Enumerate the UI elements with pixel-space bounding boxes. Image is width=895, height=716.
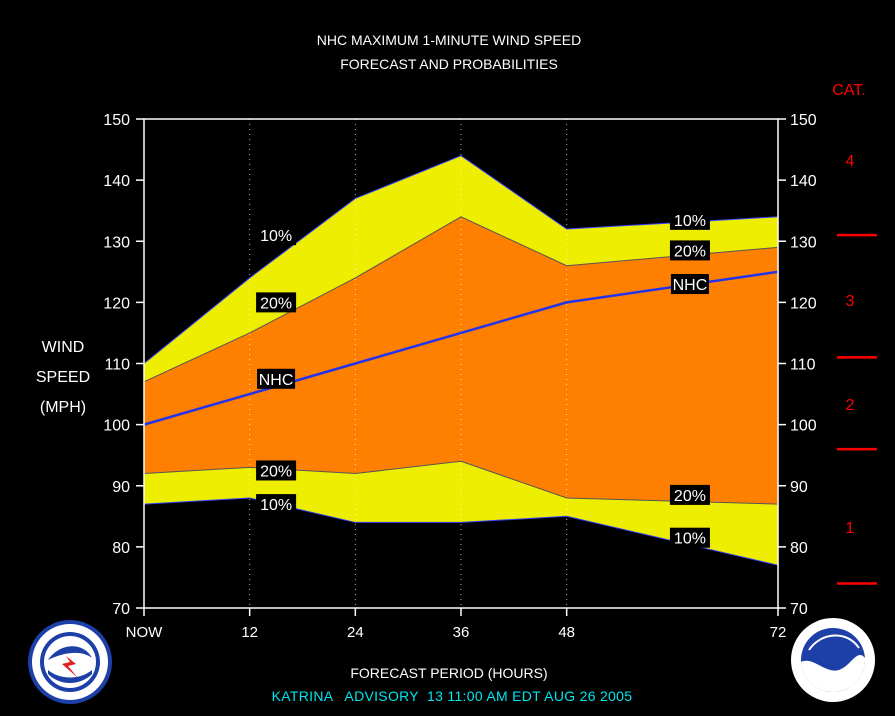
chart-title-line-2: FORECAST AND PROBABILITIES — [340, 56, 558, 72]
category-label-1: 1 — [846, 520, 855, 538]
series-label: 10% — [260, 228, 292, 245]
y-tick-label-right: 90 — [790, 479, 808, 496]
y-tick-label-right: 100 — [790, 418, 817, 435]
y-tick-label-left: 70 — [112, 601, 130, 618]
x-tick-label: 72 — [770, 624, 787, 641]
series-label: NHC — [673, 277, 708, 294]
y-tick-label-right: 130 — [790, 234, 817, 251]
y-tick-label-right: 150 — [790, 112, 817, 129]
y-tick-label-left: 110 — [104, 357, 130, 374]
noaa-logo — [791, 618, 875, 702]
y-tick-label-left: 100 — [103, 418, 130, 435]
wind-forecast-chart: 70 70 80 80 90 90 100 100 110 110 120 120 130 130 140 1… — [0, 0, 895, 716]
series-label: 20% — [260, 463, 292, 480]
y-tick-label-left: 140 — [103, 173, 130, 190]
y-tick-label-left: 150 — [103, 112, 130, 129]
y-tick-label-right: 110 — [790, 357, 816, 374]
series-label: 20% — [260, 295, 292, 312]
y-tick-label-left: 90 — [112, 479, 130, 496]
y-tick-label-left: 130 — [103, 234, 130, 251]
y-tick-label-right: 80 — [790, 540, 808, 557]
nws-logo — [28, 620, 112, 704]
y-tick-label-right: 120 — [790, 295, 817, 312]
category-label-3: 3 — [846, 293, 855, 311]
series-label: 10% — [674, 531, 706, 548]
y-axis-label-line-1: WIND — [42, 339, 85, 357]
series-label: NHC — [259, 372, 294, 389]
x-tick-label: 48 — [558, 624, 575, 641]
x-axis-label: FORECAST PERIOD (HOURS) — [350, 665, 547, 681]
y-tick-label-right: 140 — [790, 173, 817, 190]
category-label-2: 2 — [846, 397, 855, 415]
y-tick-label-right: 70 — [790, 601, 808, 618]
series-label: 10% — [674, 213, 706, 230]
series-label: 20% — [674, 243, 706, 260]
x-tick-label: 36 — [453, 624, 470, 641]
category-label-4: 4 — [846, 153, 855, 171]
series-label: 20% — [674, 488, 706, 505]
y-tick-label-left: 120 — [103, 295, 130, 312]
y-tick-label-left: 80 — [112, 540, 130, 557]
series-label: 10% — [260, 497, 292, 514]
chart-title-line-1: NHC MAXIMUM 1-MINUTE WIND SPEED — [317, 32, 581, 48]
y-axis-label-line-2: SPEED — [36, 369, 90, 387]
advisory-footer: KATRINA ADVISORY 13 11:00 AM EDT AUG 26 … — [272, 688, 633, 704]
category-header: CAT. — [832, 82, 865, 100]
x-tick-label: 12 — [241, 624, 258, 641]
y-axis-label-line-3: (MPH) — [40, 399, 86, 417]
x-tick-label: NOW — [126, 624, 164, 641]
x-tick-label: 24 — [347, 624, 364, 641]
